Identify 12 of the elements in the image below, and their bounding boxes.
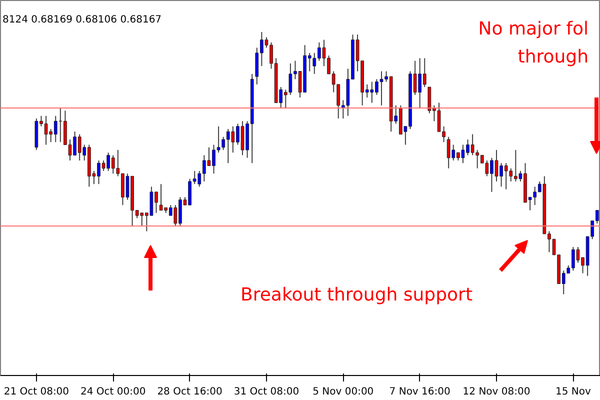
x-tick-label: 5 Nov 00:00 bbox=[312, 386, 374, 398]
x-tick-label: 31 Oct 08:00 bbox=[234, 386, 300, 398]
annotation: No major fol bbox=[478, 18, 588, 40]
annotation: Breakout through support bbox=[240, 284, 472, 306]
x-tick-label: 21 Oct 08:00 bbox=[4, 386, 70, 398]
x-tick-label: 7 Nov 16:00 bbox=[389, 386, 450, 398]
annotation: through bbox=[518, 46, 589, 68]
x-tick-label: 24 Oct 00:00 bbox=[80, 386, 146, 398]
x-tick-label: 15 Nov bbox=[555, 386, 591, 398]
text: 8124 0.68169 0.68106 0.68167 bbox=[2, 14, 162, 26]
x-tick-label: 28 Oct 16:00 bbox=[157, 386, 222, 398]
x-tick-label: 12 Nov 08:00 bbox=[462, 386, 530, 398]
